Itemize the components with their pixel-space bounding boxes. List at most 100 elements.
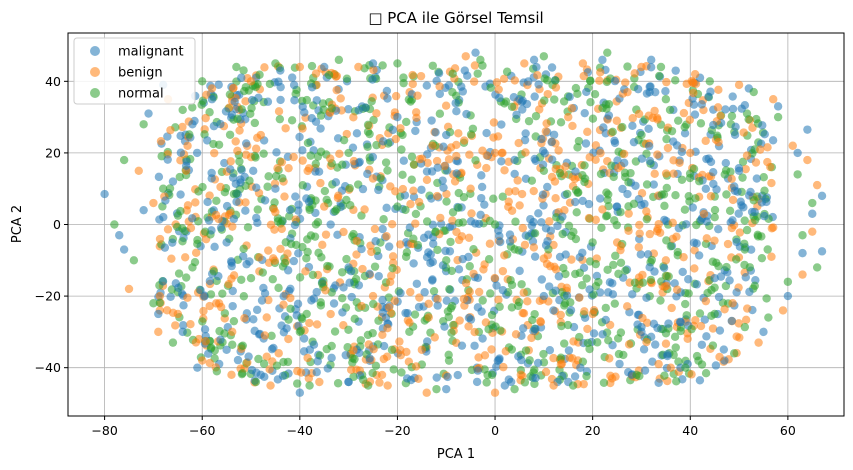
scatter-point-normal [740,322,750,332]
scatter-point-benign [728,195,738,205]
scatter-point-benign [417,345,427,354]
scatter-point-benign [521,148,530,157]
scatter-point-benign [550,177,560,186]
scatter-point-normal [317,253,326,262]
scatter-point-malignant [681,220,691,229]
scatter-point-benign [283,249,292,258]
scatter-point-malignant [645,156,655,166]
scatter-point-benign [183,201,193,210]
scatter-point-malignant [663,351,672,361]
scatter-point-normal [317,279,327,288]
scatter-point-normal [330,327,340,336]
scatter-point-malignant [368,152,378,162]
scatter-point-malignant [615,359,624,369]
scatter-point-benign [616,241,626,251]
scatter-point-benign [210,148,219,158]
scatter-point-malignant [580,108,589,118]
scatter-point-normal [710,212,719,222]
scatter-point-malignant [233,355,243,365]
scatter-point-normal [677,175,687,184]
scatter-point-benign [298,156,307,165]
scatter-point-benign [452,151,461,161]
scatter-point-benign [642,337,651,347]
scatter-point-normal [378,61,387,70]
scatter-point-benign [661,169,671,178]
scatter-point-malignant [598,330,607,339]
scatter-point-benign [346,365,356,375]
scatter-point-malignant [276,95,285,105]
scatter-point-malignant [562,291,572,300]
scatter-point-benign [266,220,276,230]
scatter-point-benign [519,309,529,318]
scatter-point-malignant [434,69,444,78]
scatter-point-normal [580,177,589,187]
scatter-point-malignant [783,291,793,301]
scatter-point-benign [406,199,415,209]
scatter-point-normal [680,122,689,132]
scatter-point-benign [728,299,737,308]
scatter-point-benign [246,77,256,86]
scatter-point-malignant [610,138,620,148]
scatter-point-malignant [473,366,483,375]
scatter-point-malignant [575,253,584,262]
scatter-point-benign [336,94,345,103]
scatter-point-benign [767,178,776,188]
scatter-point-benign [408,79,417,89]
scatter-point-normal [307,61,317,71]
scatter-point-normal [642,180,652,189]
scatter-point-malignant [539,291,549,301]
scatter-point-normal [684,191,693,201]
scatter-point-malignant [331,281,340,290]
scatter-point-benign [621,78,630,87]
scatter-point-malignant [628,121,637,131]
scatter-point-malignant [637,327,646,337]
scatter-point-normal [401,205,410,215]
scatter-point-normal [250,118,260,128]
scatter-point-benign [584,213,594,223]
scatter-point-malignant [473,273,483,283]
scatter-point-benign [591,215,600,225]
scatter-point-malignant [595,288,605,297]
scatter-point-malignant [760,211,769,221]
scatter-point-malignant [249,166,258,176]
scatter-point-normal [722,262,731,272]
scatter-point-normal [173,211,183,220]
scatter-point-benign [251,144,261,153]
scatter-point-benign [448,216,457,225]
scatter-point-normal [507,345,517,354]
scatter-point-benign [638,270,647,280]
scatter-point-normal [358,375,368,384]
scatter-point-malignant [466,315,476,324]
scatter-point-benign [479,265,488,274]
scatter-point-malignant [222,345,231,354]
scatter-point-malignant [565,92,574,102]
scatter-point-normal [575,268,585,278]
scatter-point-benign [720,305,729,314]
scatter-point-malignant [338,308,347,317]
scatter-point-benign [490,388,500,397]
scatter-point-malignant [530,154,539,164]
scatter-point-benign [541,367,551,377]
scatter-point-benign [266,381,275,390]
scatter-point-normal [212,367,222,376]
scatter-point-benign [742,151,752,160]
scatter-point-normal [530,309,539,319]
scatter-point-benign [734,80,744,90]
scatter-point-malignant [582,87,591,97]
scatter-point-normal [342,254,351,264]
scatter-point-benign [653,150,662,159]
scatter-point-malignant [320,62,329,72]
x-tick-label: 0 [491,423,499,438]
scatter-point-normal [757,253,767,263]
scatter-point-normal [405,327,414,336]
scatter-point-normal [598,103,607,113]
scatter-point-normal [703,288,712,298]
scatter-point-normal [583,338,593,348]
scatter-point-normal [228,340,237,349]
scatter-point-normal [129,256,139,265]
scatter-point-normal [586,76,595,86]
scatter-point-malignant [423,337,432,346]
scatter-point-normal [346,201,355,210]
scatter-point-malignant [612,202,622,211]
scatter-point-benign [396,124,405,133]
